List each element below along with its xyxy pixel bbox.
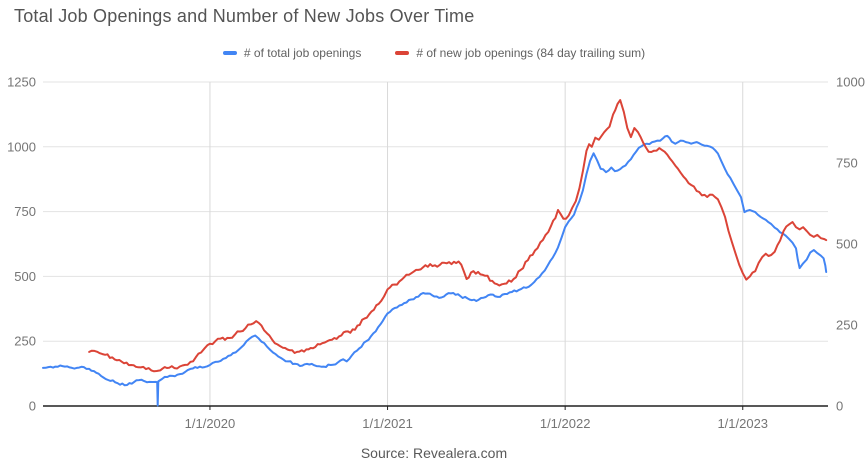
x-tick-label: 1/1/2020 [185, 416, 236, 431]
x-tick-label: 1/1/2022 [540, 416, 591, 431]
legend-swatch-red [395, 51, 410, 55]
legend: # of total job openings # of new job ope… [0, 46, 868, 60]
y-right-tick-label: 500 [836, 237, 858, 252]
y-left-tick-label: 250 [14, 334, 36, 349]
legend-swatch-blue [222, 51, 237, 55]
source-caption: Source: Revealera.com [360, 445, 508, 461]
legend-item-new-job-openings[interactable]: # of new job openings (84 day trailing s… [395, 46, 645, 60]
chart-title: Total Job Openings and Number of New Job… [14, 6, 475, 26]
y-right-tick-label: 1000 [836, 75, 865, 90]
y-left-tick-label: 0 [29, 399, 36, 414]
series-line-new-job-openings[interactable] [88, 99, 828, 373]
y-left-tick-label: 1000 [7, 139, 36, 154]
legend-label-total-job-openings: # of total job openings [243, 46, 362, 60]
legend-item-total-job-openings[interactable]: # of total job openings [222, 46, 362, 60]
x-tick-label: 1/1/2021 [362, 416, 413, 431]
y-right-tick-label: 750 [836, 156, 858, 171]
y-right-tick-label: 0 [836, 399, 843, 414]
y-left-tick-label: 1250 [7, 75, 36, 90]
y-right-tick-label: 250 [836, 318, 858, 333]
y-left-tick-label: 500 [14, 269, 36, 284]
legend-label-new-job-openings: # of new job openings (84 day trailing s… [416, 46, 646, 60]
x-tick-label: 1/1/2023 [717, 416, 768, 431]
series-line-total-job-openings[interactable] [42, 134, 828, 407]
y-left-tick-label: 750 [14, 204, 36, 219]
